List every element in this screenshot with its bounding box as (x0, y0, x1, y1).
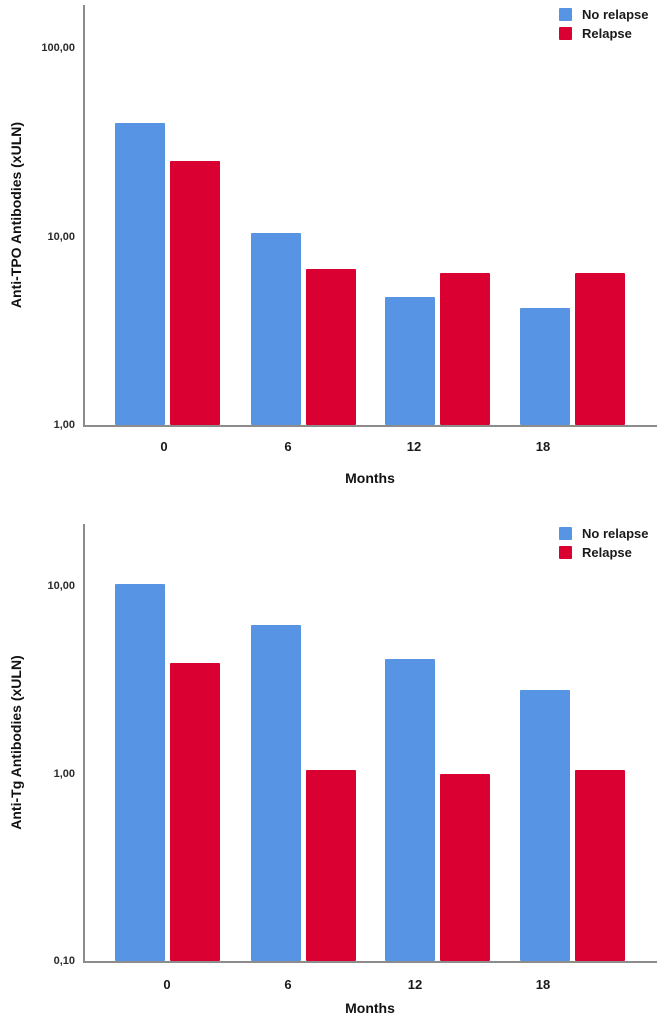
bar-relapse-month-12 (440, 273, 490, 425)
y-tick-label: 10,00 (47, 230, 75, 243)
y-axis-line (83, 5, 85, 425)
x-tick-label: 6 (284, 439, 292, 454)
legend-swatch-no-relapse-icon (559, 8, 572, 21)
bar-relapse-month-0 (170, 662, 220, 961)
bar-relapse-month-18 (575, 769, 625, 961)
y-tick-label: 1,00 (53, 419, 75, 431)
x-axis-line (83, 961, 657, 963)
bar-relapse-month-12 (440, 773, 490, 961)
x-tick-label: 0 (160, 439, 168, 454)
bar-no-relapse-month-0 (115, 583, 165, 961)
legend-swatch-no-relapse-icon (559, 527, 572, 540)
x-axis-line (83, 425, 657, 427)
chart-anti-tg: Anti-Tg Antibodies (xULN) Months No rela… (0, 511, 661, 1022)
legend-swatch-relapse-icon (559, 27, 572, 40)
bar-no-relapse-month-6 (251, 624, 301, 961)
legend-swatch-relapse-icon (559, 546, 572, 559)
bar-relapse-month-6 (306, 769, 356, 961)
legend-label-relapse: Relapse (582, 26, 632, 41)
x-tick-label: 18 (535, 439, 551, 454)
legend-label-no-relapse: No relapse (582, 7, 649, 22)
bar-no-relapse-month-0 (115, 123, 165, 425)
bar-no-relapse-month-12 (385, 296, 435, 425)
bar-no-relapse-month-6 (251, 232, 301, 425)
y-tick-label: 1,00 (53, 767, 75, 780)
legend: No relapse Relapse (559, 526, 650, 560)
x-tick-label: 12 (406, 439, 422, 454)
x-tick-label: 18 (535, 977, 551, 992)
legend-item-no-relapse: No relapse (559, 7, 650, 22)
bar-no-relapse-month-18 (520, 689, 570, 961)
bar-relapse-month-18 (575, 273, 625, 425)
legend-item-relapse: Relapse (559, 26, 650, 41)
x-axis-title: Months (345, 470, 395, 486)
legend-label-relapse: Relapse (582, 545, 632, 560)
y-tick-label: 100,00 (41, 42, 75, 54)
legend: No relapse Relapse (559, 7, 650, 41)
bar-no-relapse-month-18 (520, 307, 570, 425)
bar-no-relapse-month-12 (385, 658, 435, 961)
legend-label-no-relapse: No relapse (582, 526, 649, 541)
y-axis-line (83, 524, 85, 961)
x-tick-label: 12 (407, 977, 423, 992)
bar-relapse-month-6 (306, 269, 356, 425)
x-axis-title: Months (345, 1000, 395, 1016)
bar-relapse-month-0 (170, 161, 220, 425)
legend-item-relapse: Relapse (559, 545, 650, 560)
y-tick-label: 10,00 (47, 580, 75, 592)
y-tick-label: 0,10 (53, 955, 75, 967)
chart-anti-tpo: Anti-TPO Antibodies (xULN) Months No rel… (8, 5, 657, 486)
y-axis-title: Anti-TPO Antibodies (xULN) (8, 121, 24, 309)
x-tick-label: 6 (284, 977, 292, 992)
legend-item-no-relapse: No relapse (559, 526, 650, 541)
x-tick-label: 0 (163, 977, 171, 992)
